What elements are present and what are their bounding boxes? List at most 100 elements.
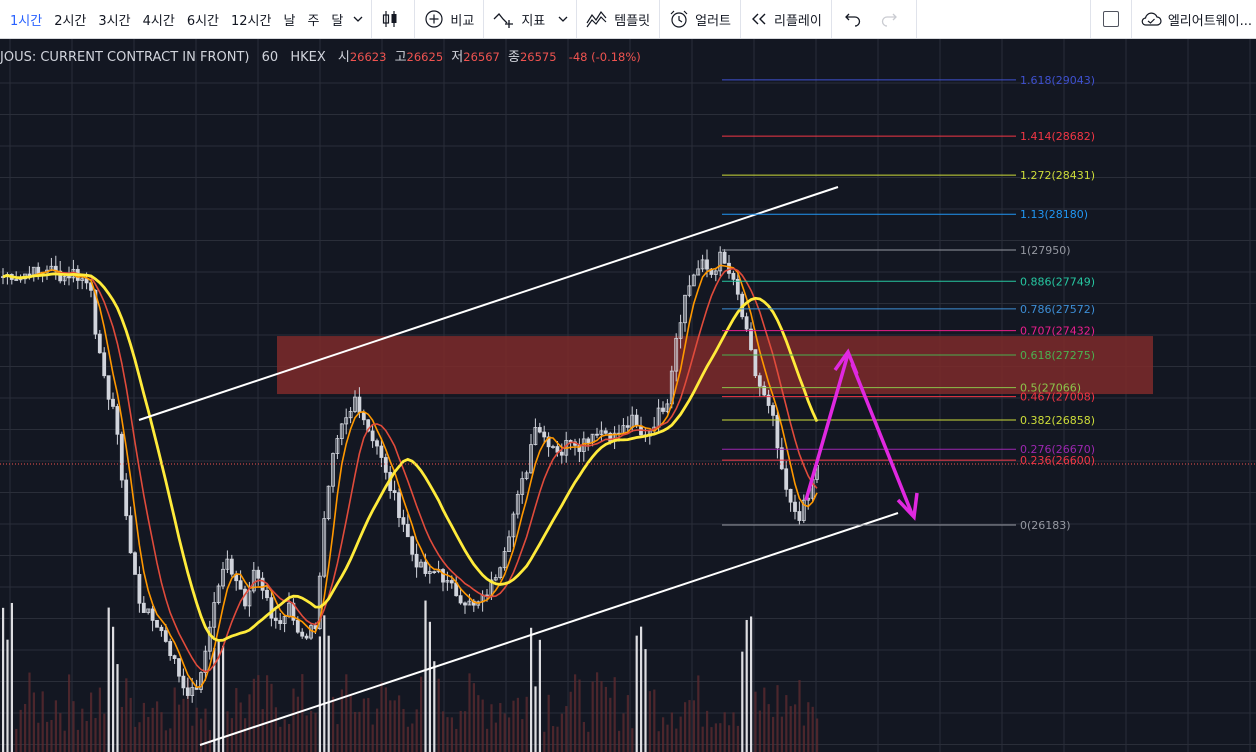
candle-body xyxy=(216,585,221,604)
rewind-icon xyxy=(752,13,766,25)
volume-bar xyxy=(266,675,269,752)
candle-body xyxy=(735,278,740,295)
volume-bar xyxy=(406,726,409,752)
alert-label: 얼러트 xyxy=(695,13,732,29)
indicators-button[interactable]: 지표 xyxy=(484,0,554,38)
volume-bar xyxy=(556,726,559,752)
volume-bar xyxy=(138,722,141,752)
alert-button[interactable]: 얼러트 xyxy=(660,0,740,38)
volume-bar xyxy=(90,692,93,752)
arrow-head-down xyxy=(896,492,919,521)
candle-body xyxy=(700,259,705,270)
volume-bar xyxy=(758,710,761,752)
candle-body xyxy=(14,279,19,281)
volume-bar xyxy=(296,696,299,752)
templates-icon xyxy=(586,10,607,28)
candle-body xyxy=(256,569,261,579)
upper-channel-line xyxy=(138,186,839,421)
volume-bar xyxy=(640,626,643,752)
candle-body xyxy=(661,407,665,412)
volume-bar xyxy=(596,672,599,752)
volume-bar xyxy=(428,621,431,752)
templates-button[interactable]: 템플릿 xyxy=(577,0,659,38)
interval-7[interactable]: 주 xyxy=(307,13,320,29)
candle-body xyxy=(713,270,718,275)
interval-4[interactable]: 6시간 xyxy=(186,13,220,29)
candle-body xyxy=(718,251,723,272)
candlestick-icon xyxy=(383,11,397,27)
candle-body xyxy=(62,276,67,282)
volume-bar xyxy=(345,674,348,752)
volume-bar xyxy=(741,651,744,752)
replay-button[interactable]: 리플레이 xyxy=(741,0,831,38)
fib-level-label: 1.272(28431) xyxy=(1020,169,1095,182)
interval-dropdown-chevron[interactable] xyxy=(349,0,371,38)
volume-bar xyxy=(398,695,401,752)
candle-body xyxy=(185,687,190,696)
interval-3[interactable]: 4시간 xyxy=(142,13,175,29)
candle-body xyxy=(542,431,547,438)
candle-body xyxy=(326,485,331,520)
fib-level-label: 0.467(27008) xyxy=(1020,391,1095,404)
toolbar-divider xyxy=(483,0,485,38)
candle-body xyxy=(357,396,362,413)
volume-bar xyxy=(169,728,172,752)
volume-bar xyxy=(547,694,550,752)
candle-body xyxy=(172,655,177,660)
save-layout-button[interactable]: 엘리어트웨이... xyxy=(1132,0,1256,38)
volume-bar xyxy=(186,677,189,752)
volume-bar xyxy=(50,719,53,752)
indicators-dropdown-chevron[interactable] xyxy=(554,0,576,38)
interval-5[interactable]: 12시간 xyxy=(231,13,272,29)
candle-body xyxy=(335,438,340,454)
change-value: -48 (-0.18%) xyxy=(568,50,641,64)
redo-button[interactable] xyxy=(874,0,916,38)
volume-bar xyxy=(635,635,638,752)
interval-0[interactable]: 1시간 xyxy=(10,13,43,29)
interval-6[interactable]: 날 xyxy=(283,13,296,29)
candle-body xyxy=(155,619,159,628)
candle-body xyxy=(370,430,375,442)
candle-body xyxy=(493,577,498,581)
candle-body xyxy=(80,278,85,281)
volume-bar xyxy=(666,724,669,752)
candle-body xyxy=(119,433,124,481)
volume-bar xyxy=(244,718,247,752)
volume-bar xyxy=(393,700,396,752)
exchange-name: HKEX xyxy=(290,50,326,65)
volume-bar xyxy=(270,683,273,752)
fullscreen-toggle[interactable] xyxy=(1091,0,1131,38)
volume-bar xyxy=(767,704,770,752)
volume-bar xyxy=(464,711,467,752)
fib-level-label: 0(26183) xyxy=(1020,519,1071,532)
candle-body xyxy=(36,266,41,275)
volume-bar xyxy=(750,616,753,752)
interval-1[interactable]: 2시간 xyxy=(54,13,87,29)
interval-2[interactable]: 3시간 xyxy=(98,13,131,29)
volume-bar xyxy=(560,713,563,752)
volume-bar xyxy=(323,615,326,752)
volume-bar xyxy=(252,678,255,752)
volume-bar xyxy=(574,674,577,752)
volume-bar xyxy=(530,627,533,752)
chevron-down-icon xyxy=(558,16,568,22)
volume-bar xyxy=(376,708,379,752)
undo-button[interactable] xyxy=(832,0,874,38)
candle-body xyxy=(779,447,784,470)
volume-bar xyxy=(125,678,128,752)
chart-style-button[interactable] xyxy=(372,0,414,38)
candle-body xyxy=(498,567,503,578)
volume-bar xyxy=(81,708,84,752)
volume-bar xyxy=(402,708,405,752)
interval-8[interactable]: 달 xyxy=(331,13,344,29)
volume-bar xyxy=(587,731,590,752)
ma-mid-line xyxy=(2,267,818,673)
volume-bar xyxy=(354,711,357,752)
volume-bar xyxy=(310,710,313,752)
price-chart[interactable]: 1.618(29043) 1.414(28682) 1.272(28431) 1.13… xyxy=(0,39,1256,752)
volume-bar xyxy=(644,649,647,752)
compare-button[interactable]: 비교 xyxy=(415,0,483,38)
volume-bar xyxy=(2,607,5,752)
volume-bar xyxy=(538,639,541,752)
candle-body xyxy=(753,349,758,377)
